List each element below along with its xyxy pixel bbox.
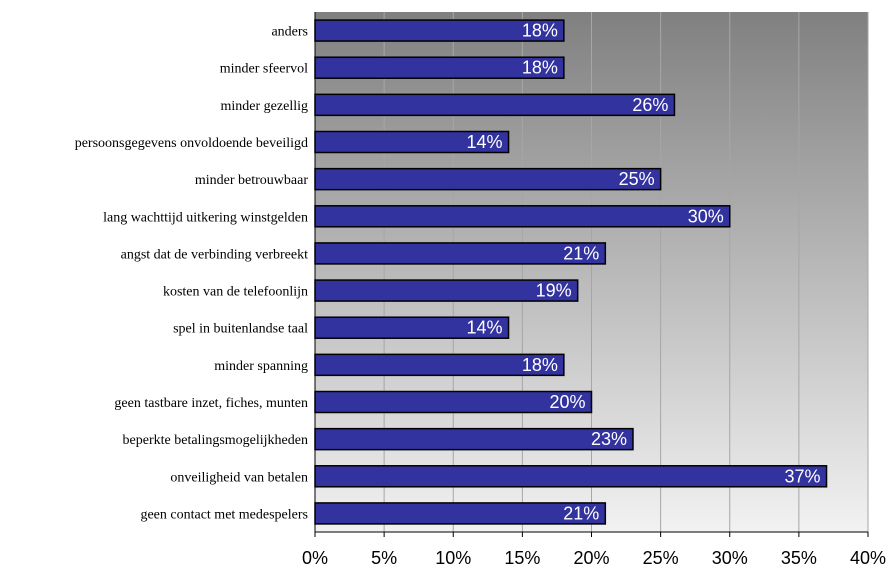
category-label: kosten van de telefoonlijn: [163, 285, 308, 300]
x-axis-tick-labels: 0% 5% 10% 15% 20% 25% 30% 35% 40%: [302, 532, 886, 568]
category-label: minder betrouwbaar: [195, 173, 308, 188]
data-label: 18%: [522, 355, 558, 375]
x-tick-label: 40%: [850, 548, 886, 568]
data-label: 19%: [536, 281, 572, 301]
bar: [314, 427, 634, 451]
data-label: 18%: [522, 58, 558, 78]
bar: [314, 93, 676, 117]
category-label: minder spanning: [214, 359, 308, 374]
data-label: 23%: [591, 429, 627, 449]
x-tick-label: 25%: [643, 548, 679, 568]
data-label: 14%: [467, 132, 503, 152]
x-tick-label: 20%: [573, 548, 609, 568]
x-tick-label: 30%: [712, 548, 748, 568]
data-label: 14%: [467, 318, 503, 338]
data-label: 25%: [619, 169, 655, 189]
bars: [314, 19, 828, 525]
x-tick-label: 35%: [781, 548, 817, 568]
category-label: minder sfeervol: [220, 62, 308, 77]
x-tick-label: 5%: [371, 548, 397, 568]
bar: [314, 242, 607, 265]
category-label: spel in buitenlandse taal: [173, 322, 308, 337]
x-tick-label: 0%: [302, 548, 328, 568]
category-label: beperkte betalingsmogelijkheden: [123, 433, 308, 448]
data-label: 37%: [784, 466, 820, 486]
x-tick-label: 15%: [504, 548, 540, 568]
category-label: persoonsgegevens onvoldoende beveiligd: [75, 136, 308, 151]
category-label: lang wachttijd uitkering winstgelden: [103, 210, 308, 225]
category-label: anders: [271, 25, 308, 40]
category-label: geen tastbare inzet, fiches, munten: [114, 396, 308, 411]
category-label: angst dat de verbinding verbreekt: [121, 247, 308, 262]
bar: [314, 502, 607, 525]
data-label: 20%: [549, 392, 585, 412]
bar: [314, 205, 731, 228]
category-label: minder gezellig: [221, 99, 308, 114]
data-label: 30%: [688, 206, 724, 226]
category-labels: anders minder sfeervol minder gezellig pers…: [75, 25, 309, 523]
data-label: 18%: [522, 21, 558, 41]
data-label: 26%: [632, 95, 668, 115]
data-label: 21%: [563, 243, 599, 263]
data-labels: 18% 18% 26% 14% 25% 30% 21% 19% 14% 18% 20% 23% 37% 2…: [467, 21, 821, 524]
x-tick-label: 10%: [435, 548, 471, 568]
category-label: geen contact met medespelers: [140, 507, 308, 522]
data-label: 21%: [563, 503, 599, 523]
category-label: onveiligheid van betalen: [170, 470, 308, 485]
bar: [314, 167, 662, 191]
bar: [314, 465, 828, 488]
